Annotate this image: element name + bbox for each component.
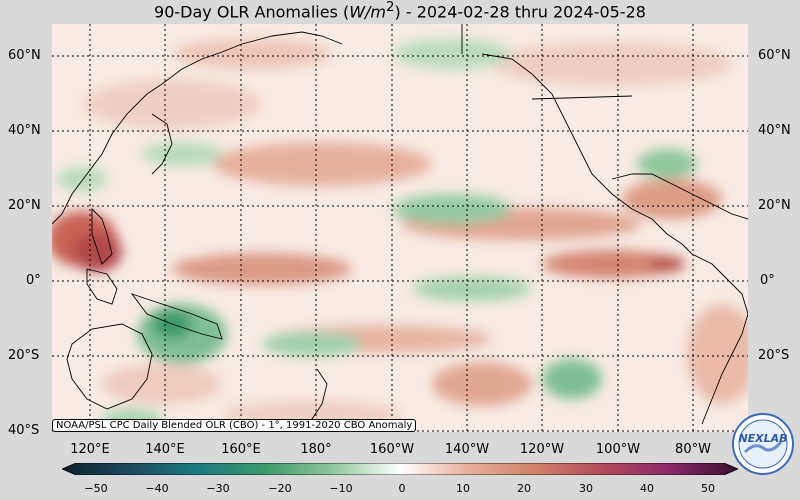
lat-label-left: 0°	[26, 273, 41, 288]
lon-label: 100°W	[595, 442, 641, 457]
olr-anomaly-map	[52, 24, 748, 432]
colorbar-tick: 10	[456, 482, 470, 495]
lat-label-left: 40°S	[8, 423, 40, 438]
lat-label-left: 40°N	[8, 123, 41, 138]
colorbar-tick: 0	[398, 482, 406, 495]
anomaly-field	[52, 39, 748, 429]
nexlab-logo[interactable]: NEXLAB	[731, 412, 795, 476]
lon-label: 160°E	[221, 442, 261, 457]
colorbar-tick: −40	[145, 482, 169, 495]
lat-label-right: 20°S	[758, 348, 790, 363]
colorbar-tick: −30	[206, 482, 230, 495]
data-source-credit: NOAA/PSL CPC Daily Blended OLR (CBO) - 1…	[52, 419, 417, 432]
lat-label-left: 60°N	[8, 48, 41, 63]
lon-label: 140°E	[145, 442, 185, 457]
lon-label: 160°W	[369, 442, 415, 457]
colorbar-tick: −20	[268, 482, 292, 495]
lat-label-right: 0°	[760, 273, 775, 288]
map-title: 90-Day OLR Anomalies (W/m2) - 2024-02-28…	[154, 0, 646, 22]
lon-label: 80°W	[675, 442, 711, 457]
colorbar-tick: 40	[640, 482, 654, 495]
logo-text: NEXLAB	[738, 432, 787, 445]
lat-label-right: 20°N	[758, 198, 791, 213]
lon-label: 140°W	[444, 442, 490, 457]
lon-label: 120°W	[519, 442, 565, 457]
colorbar-tick: −10	[329, 482, 353, 495]
graticule	[52, 24, 748, 432]
colorbar	[62, 463, 738, 475]
lat-label-right: 40°N	[758, 123, 791, 138]
colorbar-tick: 30	[579, 482, 593, 495]
colorbar-tick: 20	[517, 482, 531, 495]
colorbar-tick: 50	[701, 482, 715, 495]
lat-label-left: 20°S	[8, 348, 40, 363]
colorbar-tick: −50	[84, 482, 108, 495]
coastlines	[52, 24, 748, 425]
lon-label: 180°	[300, 442, 332, 457]
lon-label: 120°E	[70, 442, 110, 457]
lat-label-left: 20°N	[8, 198, 41, 213]
lat-label-right: 60°N	[758, 48, 791, 63]
